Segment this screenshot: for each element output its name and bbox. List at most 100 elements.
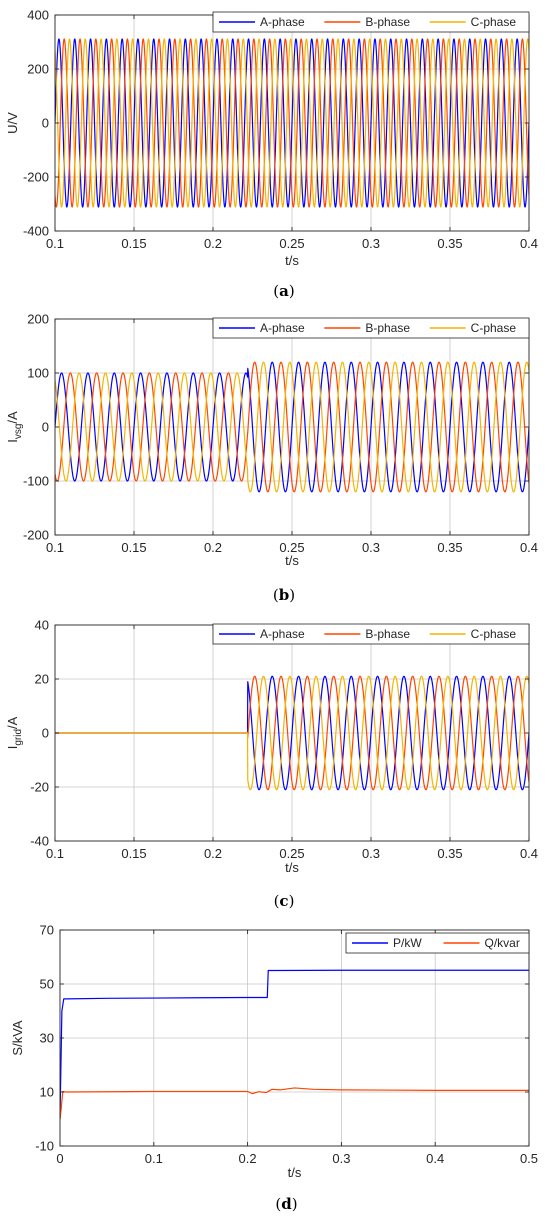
y-tick-label: 200 bbox=[27, 62, 49, 77]
x-tick-label: 0.3 bbox=[332, 1151, 350, 1166]
y-tick-label: 0 bbox=[42, 116, 49, 131]
y-tick-label: -100 bbox=[23, 474, 49, 489]
y-tick-label: 30 bbox=[40, 1031, 54, 1046]
y-tick-label: 50 bbox=[40, 977, 54, 992]
caption-close: ) bbox=[289, 282, 295, 300]
x-tick-label: 0.2 bbox=[239, 1151, 257, 1166]
y-axis-label-main: U/V bbox=[5, 112, 20, 134]
legend: A-phase B-phase C-phase bbox=[212, 317, 530, 339]
legend: A-phase B-phase C-phase bbox=[212, 11, 530, 33]
legend-entry: Q/kvar bbox=[485, 936, 520, 950]
panel-caption: (a) bbox=[273, 282, 294, 300]
legend-entry: C-phase bbox=[471, 15, 517, 29]
y-tick-label: -200 bbox=[23, 170, 49, 185]
y-axis-label: U/V bbox=[5, 112, 20, 134]
chart-panel-d: 0 0.1 0.2 0.3 0.4 0.5 -10 10 30 50 70 t/s S/kVA P/kW Q… bbox=[10, 923, 538, 1214]
x-tick-label: 0.15 bbox=[121, 540, 146, 555]
series-line-a-phase bbox=[55, 361, 529, 493]
x-tick-label: 0.25 bbox=[279, 540, 304, 555]
caption-close: ) bbox=[289, 586, 295, 604]
y-axis-label-main: S/kVA bbox=[10, 1020, 25, 1055]
x-tick-label: 0.35 bbox=[437, 846, 462, 861]
y-axis-label-unit: /A bbox=[5, 716, 20, 729]
series-group bbox=[60, 969, 529, 1120]
y-tick-label: 100 bbox=[27, 366, 49, 381]
chart-panel-b: 0.1 0.15 0.2 0.25 0.3 0.35 0.4 -200 -100 0 100 200 t… bbox=[5, 312, 538, 605]
x-tick-label: 0.1 bbox=[145, 1151, 163, 1166]
legend-box bbox=[212, 11, 530, 33]
caption-letter: a bbox=[279, 282, 289, 300]
x-tick-label: 0.15 bbox=[121, 236, 146, 251]
legend: P/kW Q/kvar bbox=[345, 932, 530, 954]
caption-open: ( bbox=[274, 892, 280, 910]
x-tick-label: 0.2 bbox=[204, 236, 222, 251]
y-tick-label: -400 bbox=[23, 224, 49, 239]
legend-entry: C-phase bbox=[471, 627, 517, 641]
legend-entry: A-phase bbox=[260, 15, 305, 29]
y-axis-label: S/kVA bbox=[10, 1020, 25, 1055]
x-tick-label: 0.35 bbox=[437, 236, 462, 251]
chart-panel-a: 0.1 0.15 0.2 0.25 0.3 0.35 0.4 -400 -200 0 200 400 t… bbox=[5, 8, 538, 301]
series-line-q-kvar bbox=[60, 1087, 529, 1120]
x-tick-label: 0.1 bbox=[46, 540, 64, 555]
x-tick-label: 0.4 bbox=[520, 236, 538, 251]
x-tick-label: 0.25 bbox=[279, 236, 304, 251]
x-tick-label: 0.3 bbox=[362, 540, 380, 555]
legend: A-phase B-phase C-phase bbox=[212, 623, 530, 645]
x-tick-label: 0.1 bbox=[46, 846, 64, 861]
y-axis-label-subscript: vsg bbox=[13, 424, 24, 440]
series-line-c-phase bbox=[55, 38, 529, 208]
y-tick-label: 10 bbox=[40, 1085, 54, 1100]
x-axis-label: t/s bbox=[285, 253, 299, 268]
caption-letter: d bbox=[281, 1195, 292, 1213]
caption-open: ( bbox=[273, 586, 279, 604]
y-tick-label: 200 bbox=[27, 312, 49, 327]
caption-letter: b bbox=[279, 586, 290, 604]
y-tick-label: -200 bbox=[23, 528, 49, 543]
x-axis-label: t/s bbox=[288, 1165, 302, 1180]
caption-open: ( bbox=[275, 1195, 281, 1213]
x-tick-label: 0.1 bbox=[46, 236, 64, 251]
series-group bbox=[55, 675, 529, 791]
legend-entry: A-phase bbox=[260, 321, 305, 335]
y-axis-label-main: I bbox=[5, 439, 20, 443]
legend-entry: P/kW bbox=[393, 936, 422, 950]
panel-caption: (d) bbox=[275, 1195, 297, 1213]
chart-panel-c: 0.1 0.15 0.2 0.25 0.3 0.35 0.4 -40 -20 0 20 40 t/s Ig… bbox=[5, 618, 538, 911]
legend-entry: B-phase bbox=[365, 15, 410, 29]
series-line-c-phase bbox=[55, 675, 529, 791]
x-tick-label: 0.3 bbox=[362, 236, 380, 251]
x-tick-label: 0.2 bbox=[204, 540, 222, 555]
series-group bbox=[55, 361, 529, 493]
x-tick-label: 0 bbox=[56, 1151, 63, 1166]
y-axis-label-unit: /A bbox=[5, 411, 20, 424]
x-tick-label: 0.25 bbox=[279, 846, 304, 861]
y-tick-label: 40 bbox=[35, 618, 49, 633]
caption-close: ) bbox=[292, 1195, 298, 1213]
x-axis-label: t/s bbox=[285, 860, 299, 875]
y-tick-label: 70 bbox=[40, 923, 54, 938]
legend-box bbox=[212, 623, 530, 645]
y-tick-label: -10 bbox=[35, 1139, 54, 1154]
series-group bbox=[55, 38, 529, 208]
x-axis-label: t/s bbox=[285, 553, 299, 568]
legend-box bbox=[212, 317, 530, 339]
y-axis-label: Igrid/A bbox=[5, 716, 24, 749]
y-tick-label: 20 bbox=[35, 672, 49, 687]
x-tick-label: 0.2 bbox=[204, 846, 222, 861]
y-tick-label: -20 bbox=[30, 780, 49, 795]
caption-letter: c bbox=[279, 892, 288, 910]
series-line-p-kw bbox=[60, 969, 529, 1120]
legend-entry: B-phase bbox=[365, 321, 410, 335]
legend-entry: B-phase bbox=[365, 627, 410, 641]
caption-close: ) bbox=[289, 892, 295, 910]
legend-entry: A-phase bbox=[260, 627, 305, 641]
caption-open: ( bbox=[273, 282, 279, 300]
legend-box bbox=[345, 932, 530, 954]
y-tick-label: 400 bbox=[27, 8, 49, 23]
x-tick-label: 0.4 bbox=[520, 846, 538, 861]
y-tick-label: 0 bbox=[42, 726, 49, 741]
x-tick-label: 0.15 bbox=[121, 846, 146, 861]
panel-caption: (b) bbox=[273, 586, 295, 604]
